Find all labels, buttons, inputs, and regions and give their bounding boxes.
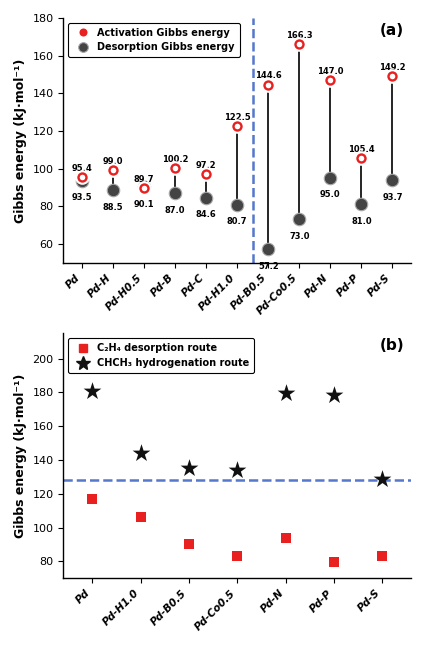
Y-axis label: Gibbs energy (kJ·mol⁻¹): Gibbs energy (kJ·mol⁻¹) — [14, 58, 27, 222]
Point — [89, 386, 96, 396]
Text: 80.7: 80.7 — [227, 218, 247, 227]
Text: 166.3: 166.3 — [286, 30, 313, 39]
Text: 73.0: 73.0 — [289, 232, 309, 241]
Text: 87.0: 87.0 — [165, 205, 185, 214]
Text: 97.2: 97.2 — [196, 161, 216, 170]
Text: 100.2: 100.2 — [162, 155, 188, 164]
Text: 95.4: 95.4 — [71, 164, 92, 173]
Point — [137, 512, 144, 523]
Text: 144.6: 144.6 — [255, 72, 282, 80]
Text: 122.5: 122.5 — [224, 113, 251, 122]
Legend: C₂H₄ desorption route, CHCH₃ hydrogenation route: C₂H₄ desorption route, CHCH₃ hydrogenati… — [68, 339, 255, 373]
Text: 84.6: 84.6 — [196, 210, 216, 219]
Text: 57.2: 57.2 — [258, 262, 279, 271]
Text: 105.4: 105.4 — [348, 145, 375, 154]
Point — [379, 551, 385, 561]
Point — [282, 532, 289, 543]
Y-axis label: Gibbs energy (kJ·mol⁻¹): Gibbs energy (kJ·mol⁻¹) — [14, 373, 27, 538]
Text: 81.0: 81.0 — [351, 217, 372, 226]
Text: 95.0: 95.0 — [320, 191, 341, 200]
Point — [234, 551, 241, 561]
Text: 93.5: 93.5 — [71, 193, 92, 202]
Point — [330, 390, 337, 400]
Text: 90.1: 90.1 — [134, 200, 154, 209]
Point — [330, 557, 337, 567]
Text: 93.7: 93.7 — [382, 193, 403, 202]
Point — [379, 474, 385, 484]
Point — [137, 448, 144, 459]
Point — [234, 465, 241, 475]
Text: 147.0: 147.0 — [317, 67, 344, 76]
Text: 89.7: 89.7 — [134, 175, 154, 184]
Point — [89, 494, 96, 504]
Point — [185, 539, 192, 550]
Text: 99.0: 99.0 — [103, 157, 123, 166]
Text: 149.2: 149.2 — [379, 63, 406, 72]
Legend: Activation Gibbs energy, Desorption Gibbs energy: Activation Gibbs energy, Desorption Gibb… — [68, 23, 240, 57]
Point — [185, 463, 192, 473]
Text: (b): (b) — [380, 339, 404, 353]
Text: (a): (a) — [380, 23, 404, 37]
Point — [282, 388, 289, 399]
Text: 88.5: 88.5 — [103, 203, 123, 212]
